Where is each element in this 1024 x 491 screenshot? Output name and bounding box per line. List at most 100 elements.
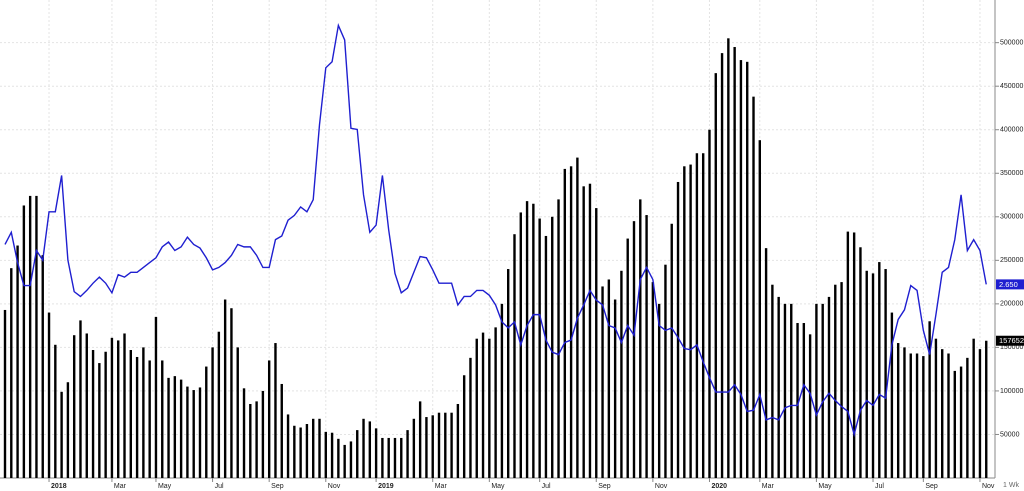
bar — [613, 299, 617, 478]
bar — [651, 282, 655, 478]
bar — [79, 320, 82, 478]
bar — [544, 235, 548, 478]
bar — [186, 386, 189, 478]
bar — [513, 234, 516, 478]
bar — [903, 347, 906, 478]
bar — [551, 216, 554, 478]
bar — [249, 403, 252, 478]
bar — [85, 333, 88, 478]
bar — [47, 312, 51, 478]
bar — [871, 273, 875, 478]
last-value-label: 157652 — [999, 336, 1024, 345]
bar — [425, 417, 428, 478]
bar — [450, 412, 453, 478]
bar — [217, 331, 221, 478]
bar — [827, 296, 831, 478]
bar — [330, 432, 334, 478]
y-tick-label: 400000 — [1000, 127, 1023, 134]
bar — [771, 284, 774, 478]
x-tick-label: May — [818, 483, 832, 490]
bar — [179, 379, 183, 478]
bar — [708, 129, 711, 479]
bar — [746, 61, 749, 479]
bar — [834, 284, 837, 478]
bar — [3, 309, 7, 478]
x-tick-label: Sep — [271, 483, 284, 490]
x-tick-label: Mar — [114, 483, 127, 490]
bar — [412, 418, 416, 478]
bar — [35, 195, 38, 478]
bar — [607, 279, 611, 478]
bar — [588, 183, 592, 478]
bar — [481, 332, 485, 478]
bar — [959, 366, 963, 478]
x-tick-label: 2019 — [378, 483, 394, 490]
bar — [601, 286, 604, 478]
bar — [123, 333, 126, 478]
bar — [469, 357, 472, 478]
bar — [286, 414, 290, 478]
bar — [135, 356, 139, 478]
bar — [418, 401, 422, 478]
x-tick-label: Nov — [655, 483, 668, 490]
bar — [98, 363, 101, 478]
x-tick-label: Mar — [435, 483, 448, 490]
bar — [632, 221, 636, 478]
bar — [878, 262, 881, 478]
x-tick-label: Jul — [542, 483, 551, 490]
bar — [154, 316, 158, 478]
bar — [525, 201, 529, 479]
bar — [444, 412, 447, 478]
bar — [657, 303, 661, 478]
bar — [129, 350, 132, 478]
bar — [161, 360, 164, 478]
bar — [808, 334, 812, 478]
bar — [274, 343, 277, 478]
bar — [312, 418, 315, 478]
bar — [507, 269, 510, 478]
bar — [840, 282, 843, 478]
bar — [802, 323, 806, 478]
bar — [985, 340, 988, 478]
bar — [494, 327, 497, 478]
bar — [676, 181, 680, 478]
bar — [557, 199, 560, 478]
bar — [683, 166, 686, 479]
interval-label: 1 Wk — [1003, 482, 1019, 489]
bar — [639, 199, 642, 478]
bar — [689, 164, 692, 478]
bar — [475, 338, 478, 478]
bar — [343, 444, 346, 478]
bar — [117, 340, 120, 478]
bar — [349, 441, 353, 478]
bar — [368, 421, 372, 478]
y-tick-label: 450000 — [1000, 83, 1023, 90]
bar — [437, 412, 441, 478]
bar — [41, 255, 44, 478]
y-tick-label: 350000 — [1000, 170, 1023, 177]
bar — [582, 186, 585, 478]
x-tick-label: May — [491, 483, 505, 490]
bar — [28, 195, 32, 478]
bar — [374, 428, 378, 478]
bar — [462, 375, 466, 478]
y-tick-label: 300000 — [1000, 214, 1023, 221]
bar — [293, 425, 296, 478]
bar — [456, 403, 460, 478]
bar — [324, 431, 327, 478]
bar — [488, 338, 491, 478]
bar — [148, 360, 151, 478]
bar — [72, 335, 76, 478]
bar — [852, 232, 856, 478]
x-tick-label: Mar — [762, 483, 775, 490]
bar — [563, 168, 567, 478]
bar — [909, 353, 912, 478]
bar — [337, 438, 340, 478]
bar — [500, 303, 504, 478]
bar — [255, 401, 258, 478]
bar — [865, 270, 868, 478]
bar — [664, 264, 667, 478]
y-tick-label: 200000 — [1000, 301, 1023, 308]
bar — [318, 418, 321, 478]
bar — [223, 299, 227, 478]
